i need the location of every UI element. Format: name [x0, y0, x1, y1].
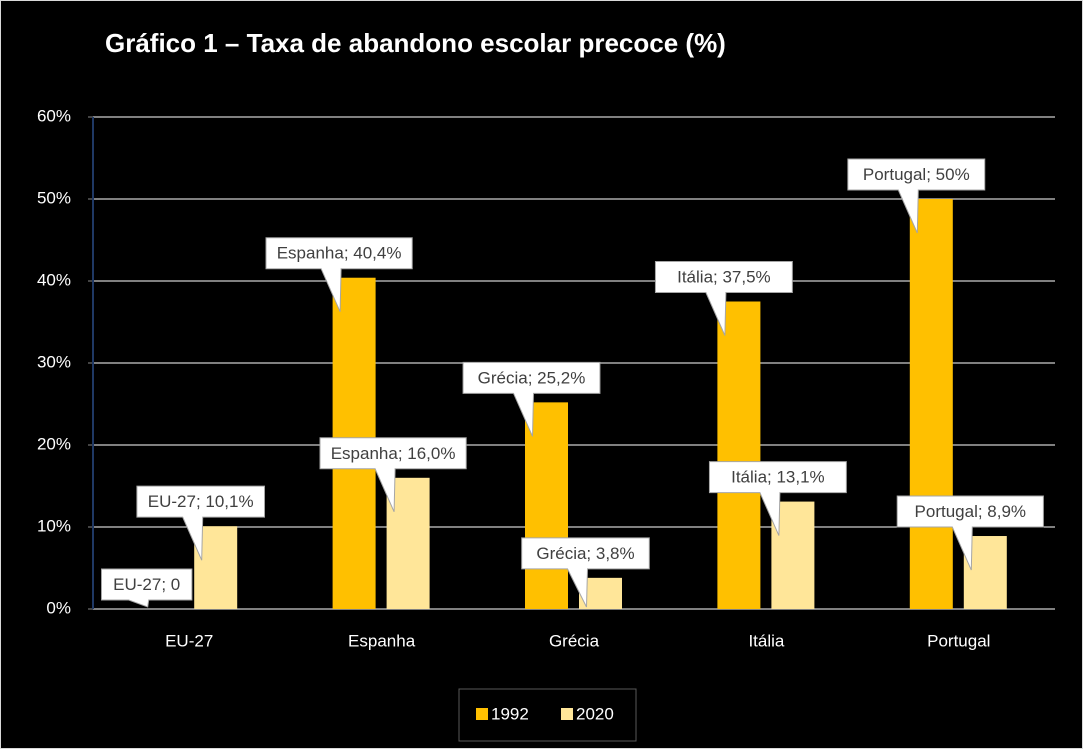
y-tick-label: 60%	[37, 106, 71, 125]
callout	[265, 237, 413, 312]
x-tick-label: Portugal	[927, 631, 990, 650]
x-tick-label: EU-27	[165, 631, 213, 650]
callout	[847, 158, 986, 234]
data-label: Portugal; 8,9%	[915, 502, 1027, 521]
data-label: Grécia; 3,8%	[536, 544, 634, 563]
legend-swatch	[476, 708, 488, 720]
y-tick-label: 50%	[37, 188, 71, 207]
callout	[462, 361, 601, 437]
callout	[708, 461, 847, 536]
callout	[319, 437, 467, 513]
y-tick-label: 30%	[37, 352, 71, 371]
callout	[136, 485, 265, 561]
data-label: Espanha; 40,4%	[277, 244, 402, 263]
data-label: Espanha; 16,0%	[331, 444, 456, 463]
y-tick-label: 20%	[37, 434, 71, 453]
legend-label: 1992	[491, 704, 529, 723]
chart-title: Gráfico 1 – Taxa de abandono escolar pre…	[105, 28, 726, 58]
bar	[717, 301, 761, 609]
callout	[896, 495, 1044, 571]
callout	[521, 537, 650, 608]
y-tick-label: 10%	[37, 516, 71, 535]
y-tick-label: 0%	[46, 598, 71, 617]
callout	[654, 261, 793, 336]
bar	[909, 199, 953, 609]
callout	[101, 568, 193, 608]
legend-swatch	[561, 708, 573, 720]
data-label: Portugal; 50%	[863, 165, 970, 184]
bar	[525, 402, 568, 609]
data-label: Itália; 37,5%	[677, 267, 771, 286]
data-label: Itália; 13,1%	[731, 468, 825, 487]
data-label: Grécia; 25,2%	[478, 368, 586, 387]
legend-label: 2020	[576, 704, 614, 723]
x-tick-label: Espanha	[348, 631, 416, 650]
data-label: EU-27; 10,1%	[148, 492, 254, 511]
legend-box	[458, 688, 637, 742]
x-tick-label: Itália	[748, 631, 784, 650]
x-tick-label: Grécia	[549, 631, 600, 650]
data-label: EU-27; 0	[113, 575, 180, 594]
y-tick-label: 40%	[37, 270, 71, 289]
